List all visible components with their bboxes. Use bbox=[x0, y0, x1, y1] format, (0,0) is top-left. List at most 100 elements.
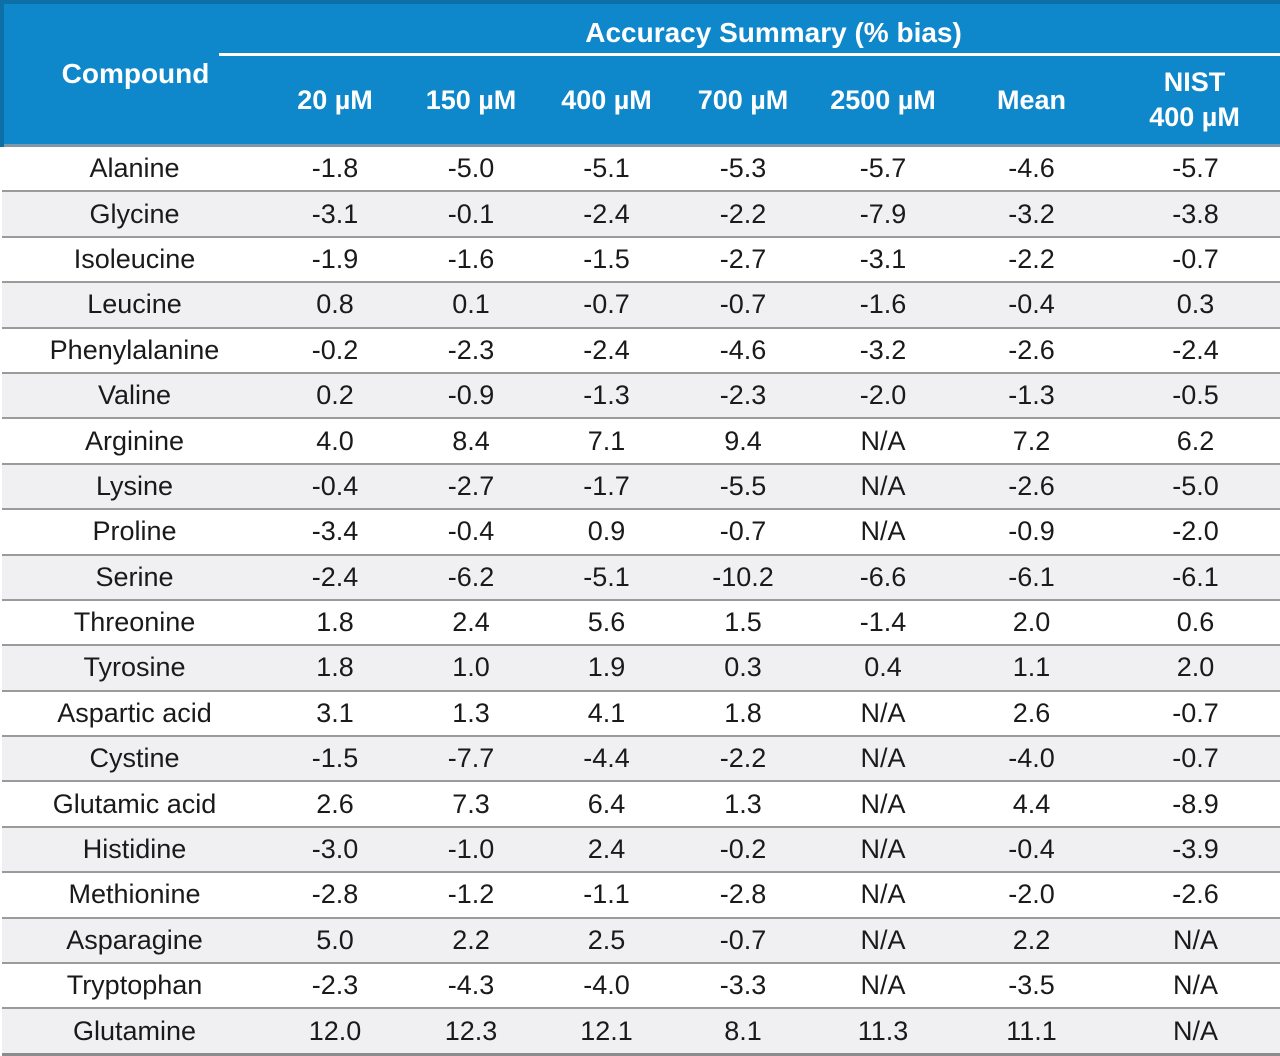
value-cell: -7.7 bbox=[403, 735, 539, 782]
table-row: Threonine 1.8 2.4 5.6 1.5 -1.4 2.0 0.6 bbox=[2, 598, 1280, 646]
value-cell: 0.3 bbox=[1109, 281, 1280, 328]
compound-cell: Glutamine bbox=[2, 1007, 267, 1055]
value-cell: -2.2 bbox=[674, 190, 812, 237]
value-cell: 1.5 bbox=[674, 598, 812, 646]
value-cell: -6.1 bbox=[954, 553, 1109, 600]
value-cell: -0.7 bbox=[674, 508, 812, 555]
value-cell: -1.5 bbox=[267, 735, 403, 782]
value-cell: 2.2 bbox=[954, 916, 1109, 964]
value-cell: 0.8 bbox=[267, 281, 403, 328]
value-cell: -4.6 bbox=[954, 145, 1109, 192]
value-cell: N/A bbox=[1109, 962, 1280, 1009]
compound-cell: Glutamic acid bbox=[2, 780, 267, 827]
column-header-700um: 700 µM bbox=[674, 56, 812, 147]
table-row: Phenylalanine -0.2 -2.3 -2.4 -4.6 -3.2 -2.6 -2.… bbox=[2, 326, 1280, 373]
value-cell: -5.1 bbox=[539, 553, 674, 600]
value-cell: -5.0 bbox=[403, 145, 539, 192]
value-cell: -2.6 bbox=[954, 462, 1109, 510]
value-cell: -3.2 bbox=[812, 326, 954, 373]
compound-cell: Threonine bbox=[2, 598, 267, 646]
table-row: Glycine -3.1 -0.1 -2.4 -2.2 -7.9 -3.2 -3.8 bbox=[2, 190, 1280, 237]
value-cell: 5.0 bbox=[267, 916, 403, 964]
value-cell: 11.3 bbox=[812, 1007, 954, 1055]
value-cell: -2.2 bbox=[954, 235, 1109, 283]
value-cell: -1.6 bbox=[812, 281, 954, 328]
value-cell: -1.7 bbox=[539, 462, 674, 510]
value-cell: -4.0 bbox=[539, 962, 674, 1009]
value-cell: 7.1 bbox=[539, 417, 674, 464]
value-cell: -0.7 bbox=[1109, 689, 1280, 737]
value-cell: -2.3 bbox=[403, 326, 539, 373]
table-body: Alanine -1.8 -5.0 -5.1 -5.3 -5.7 -4.6 -5.7 Glyci… bbox=[2, 145, 1280, 1055]
value-cell: 2.5 bbox=[539, 916, 674, 964]
value-cell: -2.8 bbox=[674, 871, 812, 918]
value-cell: -1.9 bbox=[267, 235, 403, 283]
value-cell: -2.0 bbox=[954, 871, 1109, 918]
value-cell: -6.6 bbox=[812, 553, 954, 600]
value-cell: -10.2 bbox=[674, 553, 812, 600]
value-cell: -4.0 bbox=[954, 735, 1109, 782]
value-cell: N/A bbox=[1109, 916, 1280, 964]
value-cell: -0.4 bbox=[954, 281, 1109, 328]
value-cell: 1.3 bbox=[403, 689, 539, 737]
value-cell: -2.0 bbox=[1109, 508, 1280, 555]
value-cell: -0.2 bbox=[267, 326, 403, 373]
compound-cell: Proline bbox=[2, 508, 267, 555]
value-cell: 8.4 bbox=[403, 417, 539, 464]
value-cell: N/A bbox=[812, 962, 954, 1009]
value-cell: -0.7 bbox=[1109, 735, 1280, 782]
table-row: Glutamic acid 2.6 7.3 6.4 1.3 N/A 4.4 -8.9 bbox=[2, 780, 1280, 827]
table-row: Histidine -3.0 -1.0 2.4 -0.2 N/A -0.4 -3.9 bbox=[2, 825, 1280, 873]
value-cell: N/A bbox=[812, 825, 954, 873]
value-cell: -5.3 bbox=[674, 145, 812, 192]
compound-cell: Phenylalanine bbox=[2, 326, 267, 373]
value-cell: -5.5 bbox=[674, 462, 812, 510]
value-cell: -4.6 bbox=[674, 326, 812, 373]
value-cell: 2.4 bbox=[403, 598, 539, 646]
column-header-150um: 150 µM bbox=[403, 56, 539, 147]
value-cell: N/A bbox=[1109, 1007, 1280, 1055]
column-header-compound: Compound bbox=[0, 0, 267, 147]
value-cell: N/A bbox=[812, 916, 954, 964]
value-cell: -1.1 bbox=[539, 871, 674, 918]
compound-cell: Cystine bbox=[2, 735, 267, 782]
sub-header-row: 20 µM 150 µM 400 µM 700 µM 2500 µM Mean … bbox=[2, 56, 1280, 147]
value-cell: 1.8 bbox=[267, 598, 403, 646]
value-cell: 12.0 bbox=[267, 1007, 403, 1055]
column-header-nist-400um: NIST 400 µM bbox=[1109, 56, 1280, 147]
table-row: Methionine -2.8 -1.2 -1.1 -2.8 N/A -2.0 -2.6 bbox=[2, 871, 1280, 918]
value-cell: -0.4 bbox=[267, 462, 403, 510]
value-cell: 2.6 bbox=[267, 780, 403, 827]
value-cell: -1.4 bbox=[812, 598, 954, 646]
value-cell: 4.1 bbox=[539, 689, 674, 737]
value-cell: -3.1 bbox=[812, 235, 954, 283]
compound-cell: Valine bbox=[2, 371, 267, 419]
value-cell: -0.7 bbox=[1109, 235, 1280, 283]
value-cell: -2.8 bbox=[267, 871, 403, 918]
table-row: Asparagine 5.0 2.2 2.5 -0.7 N/A 2.2 N/A bbox=[2, 916, 1280, 964]
table-row: Aspartic acid 3.1 1.3 4.1 1.8 N/A 2.6 -0.7 bbox=[2, 689, 1280, 737]
group-header-row: Compound Accuracy Summary (% bias) bbox=[0, 0, 1280, 147]
value-cell: -2.0 bbox=[812, 371, 954, 419]
value-cell: 6.2 bbox=[1109, 417, 1280, 464]
table-row: Serine -2.4 -6.2 -5.1 -10.2 -6.6 -6.1 -6.1 bbox=[2, 553, 1280, 600]
value-cell: 1.0 bbox=[403, 644, 539, 691]
value-cell: 7.3 bbox=[403, 780, 539, 827]
compound-cell: Tyrosine bbox=[2, 644, 267, 691]
value-cell: N/A bbox=[812, 689, 954, 737]
value-cell: -1.0 bbox=[403, 825, 539, 873]
value-cell: -2.6 bbox=[1109, 871, 1280, 918]
value-cell: -5.7 bbox=[812, 145, 954, 192]
value-cell: N/A bbox=[812, 417, 954, 464]
value-cell: -2.4 bbox=[267, 553, 403, 600]
value-cell: -2.4 bbox=[539, 190, 674, 237]
compound-cell: Serine bbox=[2, 553, 267, 600]
value-cell: 0.6 bbox=[1109, 598, 1280, 646]
value-cell: 1.1 bbox=[954, 644, 1109, 691]
value-cell: -4.3 bbox=[403, 962, 539, 1009]
value-cell: -2.3 bbox=[267, 962, 403, 1009]
compound-cell: Histidine bbox=[2, 825, 267, 873]
value-cell: 2.4 bbox=[539, 825, 674, 873]
value-cell: -3.1 bbox=[267, 190, 403, 237]
value-cell: 0.3 bbox=[674, 644, 812, 691]
